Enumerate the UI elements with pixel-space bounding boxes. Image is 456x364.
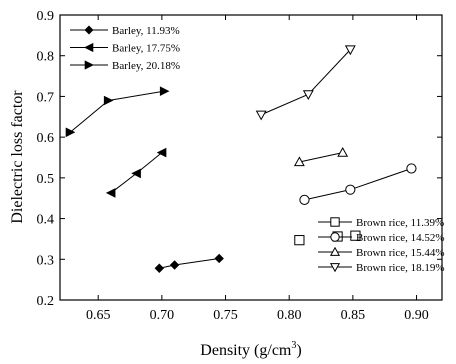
legend-entry: Brown rice, 11.39% — [318, 217, 444, 229]
x-tick-label: 0.80 — [277, 308, 302, 323]
data-point — [159, 86, 170, 96]
legend-entry: Brown rice, 14.52% — [318, 232, 445, 244]
y-tick-label: 0.6 — [37, 131, 55, 146]
legend-label: Brown rice, 11.39% — [356, 217, 444, 229]
data-point — [406, 163, 417, 174]
legend-entry: Brown rice, 18.19% — [318, 262, 445, 274]
x-tick-label: 0.70 — [150, 308, 175, 323]
data-point — [299, 194, 310, 205]
legend-entry: Brown rice, 15.44% — [318, 246, 445, 259]
series-barley-20-18- — [65, 86, 170, 138]
x-tick-label: 0.65 — [86, 308, 111, 323]
data-point — [105, 188, 116, 198]
series-line — [159, 257, 220, 269]
data-point — [293, 156, 305, 167]
y-tick-label: 0.7 — [37, 90, 55, 105]
legend-marker — [84, 60, 94, 70]
series-brown-rice-18-19- — [255, 45, 356, 121]
x-tick-label: 0.85 — [341, 308, 366, 323]
data-point — [255, 110, 267, 121]
legend-label: Barley, 20.18% — [112, 60, 180, 72]
data-point — [154, 263, 165, 273]
legend-label: Brown rice, 18.19% — [356, 262, 445, 274]
legend-label: Barley, 17.75% — [112, 43, 180, 55]
legend-marker — [330, 217, 340, 227]
y-tick-label: 0.3 — [37, 253, 55, 268]
data-point — [344, 45, 356, 56]
legend-marker — [84, 25, 94, 35]
data-point — [345, 184, 356, 195]
legend-label: Barley, 11.93% — [112, 25, 180, 37]
data-point — [350, 230, 361, 241]
x-tick-label: 0.75 — [213, 308, 238, 323]
data-point — [156, 147, 167, 158]
legend-label: Brown rice, 14.52% — [356, 232, 445, 244]
y-tick-label: 0.4 — [37, 213, 55, 228]
series-layer — [65, 45, 417, 273]
data-point — [294, 235, 305, 246]
series-brown-rice-11-39- — [294, 230, 361, 246]
legend-entry: Barley, 17.75% — [70, 43, 180, 55]
series-brown-rice-15-44- — [293, 146, 349, 167]
data-point — [131, 168, 141, 179]
x-axis-title: Density (g/cm3) — [200, 340, 301, 359]
plot-frame — [59, 14, 443, 301]
data-point — [65, 127, 76, 138]
legend-marker — [330, 232, 340, 242]
legend-marker — [329, 246, 341, 256]
axis-ticks: 0.65 0.70 0.75 0.80 0.85 0.90 0.2 0.3 0.4 0.5 0.6 0… — [37, 9, 442, 323]
legend-marker — [329, 263, 341, 273]
data-point — [302, 90, 314, 101]
legend-marker — [84, 42, 94, 53]
y-tick-label: 0.9 — [37, 9, 55, 24]
series-line — [304, 168, 412, 201]
legend-entry: Barley, 20.18% — [70, 60, 180, 72]
data-point — [103, 95, 114, 106]
y-axis-title: Dielectric loss factor — [9, 90, 26, 224]
data-point — [169, 260, 180, 270]
series-barley-11-93- — [154, 253, 224, 273]
data-point — [214, 253, 224, 264]
legend-entry: Barley, 11.93% — [70, 25, 180, 37]
y-tick-label: 0.2 — [37, 294, 55, 309]
data-point — [337, 146, 349, 157]
x-tick-label: 0.90 — [404, 308, 429, 323]
legend-label: Brown rice, 15.44% — [356, 247, 445, 259]
series-line — [299, 152, 343, 163]
legend-layer: Barley, 11.93% Barley, 17.75% Barley, 20.1… — [70, 25, 445, 274]
y-tick-label: 0.5 — [37, 172, 55, 187]
series-barley-17-75- — [105, 147, 167, 198]
y-tick-label: 0.8 — [37, 50, 55, 65]
series-line — [69, 90, 165, 133]
series-line — [260, 49, 351, 116]
series-brown-rice-14-52- — [299, 163, 417, 205]
